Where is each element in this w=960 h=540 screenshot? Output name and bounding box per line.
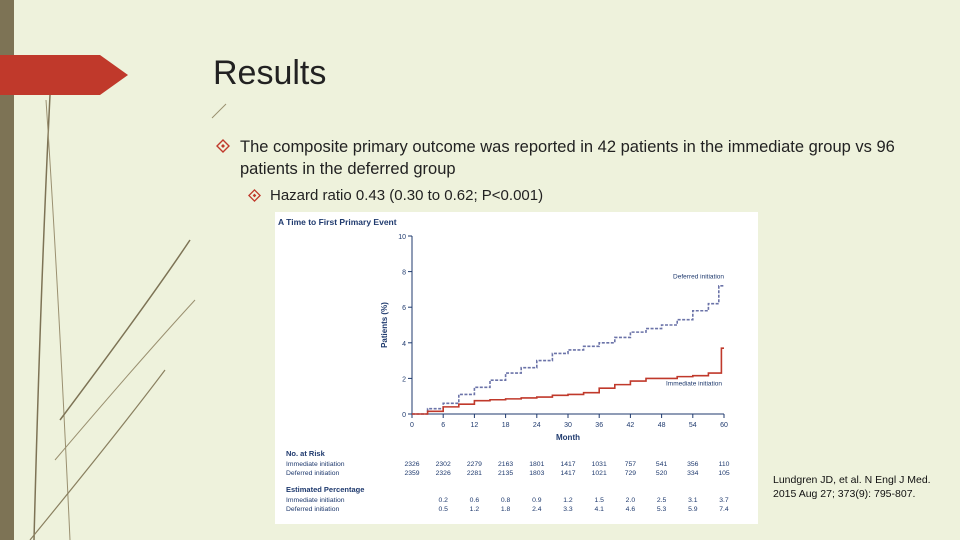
risk-table-cell: 2326 [436, 470, 451, 477]
kaplan-meier-figure: A Time to First Primary Event 0 2 4 6 8 10 0 6 12… [275, 212, 758, 524]
estimated-percentage-cell: 7.4 [719, 506, 729, 513]
estimated-percentage-cell: 3.7 [719, 497, 729, 504]
title-tab-arrow [0, 55, 128, 95]
risk-table-cell: 110 [719, 461, 730, 468]
risk-table-cell: 105 [718, 470, 730, 477]
risk-table-row-label: Deferred initiation [286, 470, 339, 477]
x-tick-label: 12 [471, 422, 479, 429]
diamond-bullet-icon [248, 189, 261, 202]
estimated-percentage-cell: 4.1 [594, 506, 604, 513]
risk-table-row-label: Immediate initiation [286, 461, 345, 468]
risk-table-cell: 334 [687, 470, 699, 477]
risk-table-cell: 2163 [498, 461, 513, 468]
risk-table-cell: 1803 [529, 470, 544, 477]
estimated-percentage-cell: 0.6 [470, 497, 480, 504]
estimated-percentage-cell: 2.0 [626, 497, 636, 504]
decorative-lines [29, 94, 227, 540]
estimated-percentage-cell: 0.8 [501, 497, 511, 504]
x-tick-label: 54 [689, 422, 697, 429]
risk-table-title: No. at Risk [286, 449, 326, 458]
immediate-series-label: Immediate initiation [666, 381, 722, 388]
risk-table-cell: 541 [656, 461, 668, 468]
risk-table-cell: 2359 [404, 470, 419, 477]
x-tick-label: 48 [658, 422, 666, 429]
estimated-percentage-cell: 5.9 [688, 506, 698, 513]
estimated-percentage-cell: 1.5 [594, 497, 604, 504]
risk-table-cell: 2135 [498, 470, 513, 477]
risk-table-cell: 1031 [592, 461, 607, 468]
deferred-series-line [412, 285, 724, 415]
risk-table-cell: 729 [625, 470, 637, 477]
slide-title: Results [213, 54, 327, 92]
risk-table-cell: 520 [656, 470, 668, 477]
citation: Lundgren JD, et al. N Engl J Med. 2015 A… [773, 474, 931, 501]
estimated-percentage-cell: 0.2 [438, 497, 448, 504]
y-tick-label: 8 [402, 270, 406, 277]
estimated-percentage-cell: 0.9 [532, 497, 542, 504]
estimated-percentage-cell: 1.2 [470, 506, 480, 513]
estimated-percentage-cell: 0.5 [438, 506, 448, 513]
y-axis-label: Patients (%) [380, 302, 389, 348]
estimated-percentage-cell: 2.4 [532, 506, 542, 513]
risk-table-cell: 2326 [404, 461, 419, 468]
risk-table-cell: 1801 [529, 461, 544, 468]
citation-line-2: 2015 Aug 27; 373(9): 795-807. [773, 487, 916, 500]
x-tick-label: 18 [502, 422, 510, 429]
y-tick-label: 10 [398, 234, 406, 241]
y-tick-label: 4 [402, 341, 406, 348]
risk-table-cell: 356 [687, 461, 699, 468]
x-tick-label: 30 [564, 422, 572, 429]
y-tick-label: 0 [402, 412, 406, 419]
estimated-percentage-cell: 5.3 [657, 506, 667, 513]
risk-table-cell: 1417 [560, 461, 575, 468]
risk-table-cell: 757 [625, 461, 637, 468]
sub-bullet-text: Hazard ratio 0.43 (0.30 to 0.62; P<0.001… [270, 187, 544, 204]
x-axis-label: Month [556, 433, 580, 442]
x-tick-label: 60 [720, 422, 728, 429]
estimated-percentage-title: Estimated Percentage [286, 485, 364, 494]
bullet-hazard-ratio: Hazard ratio 0.43 (0.30 to 0.62; P<0.001… [248, 187, 543, 204]
estimated-percentage-cell: 1.8 [501, 506, 511, 513]
diamond-bullet-icon [216, 139, 230, 153]
estimated-percentage-cell: 3.3 [563, 506, 573, 513]
estimated-percentage-cell: 4.6 [626, 506, 636, 513]
y-tick-label: 6 [402, 305, 406, 312]
citation-line-1: Lundgren JD, et al. N Engl J Med. [773, 474, 931, 486]
risk-table-cell: 2279 [467, 461, 482, 468]
immediate-series-line [412, 347, 724, 415]
chart-title: A Time to First Primary Event [278, 217, 397, 227]
y-tick-label: 2 [402, 376, 406, 383]
x-tick-label: 0 [410, 422, 414, 429]
bullet-text: The composite primary outcome was report… [240, 138, 895, 178]
estimated-percentage-cell: 3.1 [688, 497, 698, 504]
left-accent-bar [0, 0, 14, 540]
estimated-percentage-cell: 2.5 [657, 497, 667, 504]
risk-table-cell: 1417 [560, 470, 575, 477]
risk-table-cell: 2281 [467, 470, 482, 477]
estimated-percentage-cell: 1.2 [563, 497, 573, 504]
x-tick-label: 24 [533, 422, 541, 429]
estimated-percentage-row-label: Immediate initiation [286, 497, 345, 504]
x-tick-label: 36 [595, 422, 603, 429]
x-tick-label: 6 [441, 422, 445, 429]
risk-table-cell: 2302 [436, 461, 451, 468]
bullet-primary-outcome: The composite primary outcome was report… [216, 136, 900, 180]
estimated-percentage-row-label: Deferred initiation [286, 506, 339, 513]
risk-table-cell: 1021 [592, 470, 607, 477]
deferred-series-label: Deferred initiation [673, 274, 724, 281]
x-tick-label: 42 [627, 422, 635, 429]
